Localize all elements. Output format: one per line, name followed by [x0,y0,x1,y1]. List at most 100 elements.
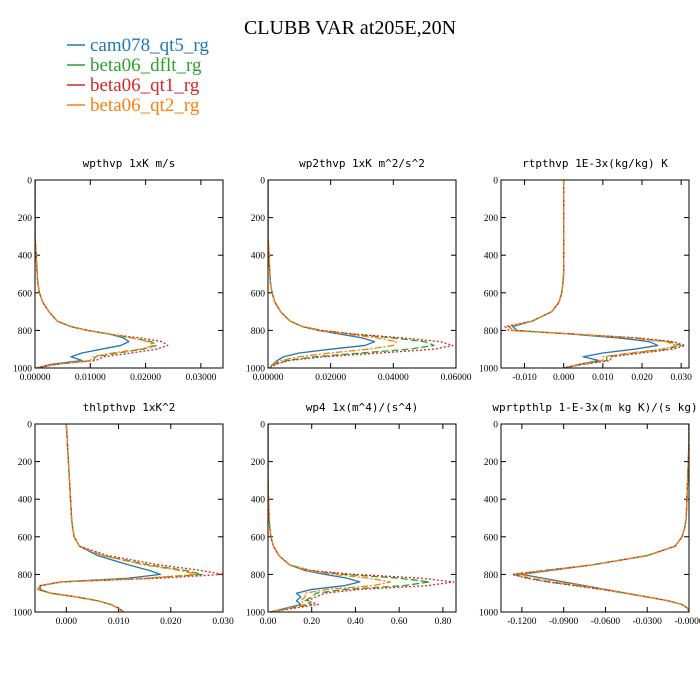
series-line [35,180,155,368]
y-tick-label: 0 [27,177,32,187]
x-tick-label: -0.0300 [633,617,663,627]
plot-frame [34,423,224,613]
series-line [268,424,361,612]
x-tick-label: 0.03000 [185,373,216,383]
y-tick-label: 600 [484,289,499,299]
series-group [35,180,169,368]
x-tick-label: 0.04000 [378,373,409,383]
panel-title: wp2thvp 1xK m^2/s^2 [299,157,425,170]
panel-title: wprtpthlp 1-E-3x(m kg K)/(s kg) [492,401,697,414]
y-tick-label: 0 [493,421,498,431]
y-tick-label: 600 [251,533,266,543]
y-tick-label: 800 [18,571,33,581]
y-tick-label: 0 [493,177,498,187]
x-tick-label: 0.000 [56,617,78,627]
x-tick-label: -0.0900 [549,617,579,627]
panel: rtpthvp 1E-3x(kg/kg) K 0 200 400 600 800 1000 -… [479,157,692,383]
y-tick-label: 1000 [479,365,498,375]
y-tick-label: 1000 [479,609,498,619]
series-line [268,180,454,368]
series-line [518,424,689,612]
y-tick-label: 400 [251,496,266,506]
plot-frame [500,179,690,369]
legend-label: beta06_qt1_rg [90,75,200,96]
x-tick-label: 0.01000 [75,373,106,383]
y-tick-label: 1000 [13,365,32,375]
series-line [508,180,678,368]
panel-title: thlpthvp 1xK^2 [83,401,176,414]
x-tick-label: 0.010 [108,617,130,627]
figure-title: CLUBB VAR at205E,20N [244,17,456,39]
plot-frame [34,179,224,369]
y-tick-label: 200 [484,214,499,224]
series-line [268,180,398,368]
y-tick-label: 200 [251,214,266,224]
y-tick-label: 200 [251,458,266,468]
x-tick-label: 0.010 [592,373,614,383]
x-tick-label: -0.1200 [507,617,537,627]
y-tick-label: 0 [260,177,265,187]
y-tick-label: 1000 [246,609,265,619]
x-tick-label: 0.000 [553,373,575,383]
series-line [521,424,689,612]
plot-frame [500,423,690,613]
series-group [504,180,686,368]
y-tick-label: 800 [484,327,499,337]
y-tick-label: 600 [251,289,266,299]
series-group [36,424,223,612]
x-tick-label: 0.80 [435,617,452,627]
x-tick-label: -0.0000 [674,617,700,627]
y-tick-label: 600 [18,533,33,543]
x-tick-label: -0.0600 [591,617,621,627]
y-tick-label: 800 [251,327,266,337]
y-tick-label: 800 [484,571,499,581]
x-tick-label: 0.020 [631,373,653,383]
y-tick-label: 1000 [13,609,32,619]
x-tick-label: 0.40 [347,617,364,627]
x-tick-label: 0.00 [260,617,277,627]
x-tick-label: -0.010 [512,373,537,383]
x-tick-label: 0.60 [391,617,408,627]
series-line [39,424,161,612]
series-line [268,424,392,612]
series-line [35,180,130,368]
series-line [268,180,435,368]
series-group [268,180,454,368]
panel-title: wp4 1x(m^4)/(s^4) [306,401,419,414]
series-line [36,424,198,612]
panel: wp2thvp 1xK m^2/s^2 0 200 400 600 800 10000.00… [246,157,472,383]
x-tick-label: 0.20 [303,617,320,627]
y-tick-label: 1000 [246,365,265,375]
x-tick-label: 0.020 [160,617,182,627]
y-tick-label: 0 [27,421,32,431]
y-tick-label: 800 [251,571,266,581]
panel-title: rtpthvp 1E-3x(kg/kg) K [522,157,668,170]
y-tick-label: 800 [18,327,33,337]
plot-frame [267,423,457,613]
y-tick-label: 0 [260,421,265,431]
y-tick-label: 200 [18,214,33,224]
legend-label: cam078_qt5_rg [90,35,209,56]
y-tick-label: 400 [18,496,33,506]
legend-entry: cam078_qt5_rg [67,35,209,56]
x-tick-label: 0.02000 [315,373,346,383]
x-tick-label: 0.06000 [441,373,472,383]
y-tick-label: 200 [484,458,499,468]
series-line [268,180,376,368]
x-tick-label: 0.00000 [20,373,51,383]
legend-entry: beta06_dflt_rg [67,55,202,76]
y-tick-label: 600 [18,289,33,299]
series-line [268,424,431,612]
series-line [36,424,223,612]
x-tick-label: 0.02000 [130,373,161,383]
plot-frame [267,179,457,369]
series-line [35,180,169,368]
series-line [36,424,203,612]
legend: cam078_qt5_rgbeta06_dflt_rgbeta06_qt1_rg… [67,35,209,116]
legend-entry: beta06_qt2_rg [67,95,200,116]
y-tick-label: 400 [18,252,33,262]
